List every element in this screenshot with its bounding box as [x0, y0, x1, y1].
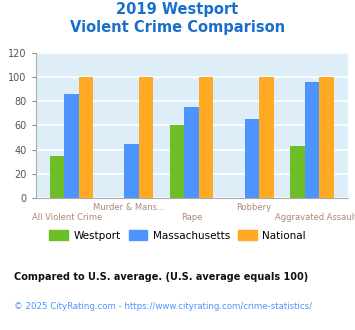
Bar: [290, 146, 305, 198]
Bar: [78, 77, 93, 198]
Bar: [245, 119, 259, 198]
Bar: [170, 125, 185, 198]
Text: Rape: Rape: [181, 213, 202, 222]
Bar: [64, 94, 78, 198]
Bar: [124, 144, 139, 198]
Bar: [139, 77, 153, 198]
Text: Violent Crime Comparison: Violent Crime Comparison: [70, 20, 285, 35]
Bar: [185, 107, 199, 198]
Legend: Westport, Massachusetts, National: Westport, Massachusetts, National: [49, 230, 306, 241]
Text: Aggravated Assault: Aggravated Assault: [275, 213, 355, 222]
Text: All Violent Crime: All Violent Crime: [32, 213, 102, 222]
Bar: [259, 77, 274, 198]
Bar: [319, 77, 334, 198]
Bar: [50, 156, 64, 198]
Bar: [199, 77, 213, 198]
Bar: [305, 82, 319, 198]
Text: Compared to U.S. average. (U.S. average equals 100): Compared to U.S. average. (U.S. average …: [14, 272, 308, 282]
Text: Murder & Mans...: Murder & Mans...: [93, 203, 165, 212]
Text: © 2025 CityRating.com - https://www.cityrating.com/crime-statistics/: © 2025 CityRating.com - https://www.city…: [14, 302, 312, 311]
Text: Robbery: Robbery: [237, 203, 272, 212]
Text: 2019 Westport: 2019 Westport: [116, 2, 239, 16]
